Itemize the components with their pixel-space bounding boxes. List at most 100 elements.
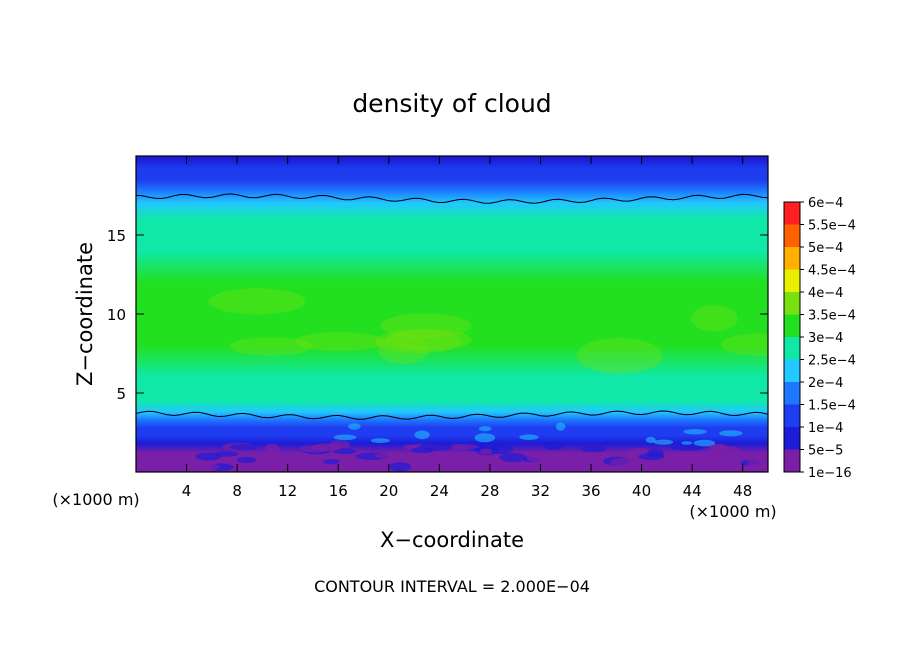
low-density-patch	[229, 444, 257, 451]
x-tick-label: 4	[182, 482, 192, 500]
turbulent-patch	[555, 422, 566, 431]
colorbar-swatch	[784, 359, 800, 382]
colorbar-swatch	[784, 427, 800, 450]
turbulent-patch	[645, 436, 656, 443]
low-density-patch	[233, 462, 265, 470]
turbulent-patch	[474, 433, 496, 443]
x-tick-label: 44	[683, 482, 702, 500]
x-tick-label: 12	[278, 482, 297, 500]
x-axis-ticks: 4 8 12 16 20 24 28 32 36 40 44 48	[182, 156, 752, 500]
low-density-patch	[195, 452, 222, 461]
colorbar-swatch	[784, 202, 800, 225]
low-density-patch	[610, 458, 633, 468]
high-density-patch	[385, 328, 472, 351]
colorbar-label: 6e−4	[808, 196, 843, 211]
contour-line-upper	[136, 193, 768, 204]
low-density-patch	[264, 443, 280, 453]
colorbar-swatch	[784, 404, 800, 427]
low-density-patch	[703, 454, 740, 460]
low-density-patch	[443, 444, 479, 450]
turbulent-patch	[683, 429, 707, 435]
low-density-patch	[486, 444, 514, 455]
x-tick-label: 48	[733, 482, 752, 500]
contour-interval-note: CONTOUR INTERVAL = 2.000E−04	[314, 577, 590, 596]
turbulent-patch	[693, 439, 716, 447]
low-density-patch	[373, 452, 410, 459]
y-unit-note: (×1000 m)	[52, 490, 139, 509]
low-density-patch	[712, 446, 741, 455]
turbulent-patch	[348, 423, 361, 430]
low-density-patch	[526, 453, 560, 463]
x-tick-label: 36	[581, 482, 600, 500]
colorbar-swatch	[784, 337, 800, 360]
colorbar-label: 1e−16	[808, 466, 852, 481]
y-axis-label: Z−coordinate	[73, 242, 97, 386]
density-field	[136, 156, 768, 472]
high-density-patch	[576, 338, 663, 374]
low-density-patch	[638, 452, 665, 461]
low-density-patch	[311, 443, 343, 452]
high-density-patch	[690, 305, 738, 332]
turbulent-patch	[414, 430, 430, 440]
low-density-patch	[478, 460, 500, 467]
contour-line-lower	[136, 410, 768, 420]
x-tick-label: 8	[232, 482, 242, 500]
colorbar-label: 3e−4	[808, 331, 843, 346]
colorbar: 1e−16 5e−5 1e−4 1.5e−4 2e−4 2.5e−4 3e−4 3.5e−4 4…	[783, 196, 856, 481]
colorbar-label: 3.5e−4	[808, 309, 856, 324]
high-density-patch	[721, 333, 768, 356]
colorbar-swatch	[784, 269, 800, 292]
low-density-patch	[252, 451, 273, 458]
colorbar-label: 2.5e−4	[808, 354, 856, 369]
low-density-patch	[580, 446, 606, 453]
chart-title: density of cloud	[352, 89, 551, 118]
low-density-patch	[323, 459, 340, 465]
low-density-patch	[479, 448, 493, 455]
low-density-patch	[544, 441, 564, 451]
low-density-patch	[564, 462, 586, 469]
density-patches	[136, 288, 768, 472]
colorbar-swatch	[784, 292, 800, 315]
turbulent-patch	[519, 434, 539, 441]
plot-area	[136, 156, 768, 472]
low-density-patch	[499, 452, 528, 463]
turbulent-patch	[653, 439, 674, 445]
low-density-patch	[635, 461, 663, 470]
x-tick-label: 16	[329, 482, 348, 500]
colorbar-label: 1.5e−4	[808, 399, 856, 414]
low-density-patch	[267, 451, 289, 460]
high-density-patch	[377, 334, 429, 365]
turbulent-patch	[681, 441, 693, 445]
y-tick-label: 10	[107, 306, 126, 324]
colorbar-label: 5e−5	[808, 444, 843, 459]
low-density-patch	[419, 441, 453, 451]
turbulent-patch	[478, 426, 492, 432]
high-density-patch	[380, 313, 472, 339]
x-tick-label: 20	[379, 482, 398, 500]
x-tick-label: 32	[531, 482, 550, 500]
low-density-patch	[742, 453, 768, 463]
x-unit-note: (×1000 m)	[689, 502, 776, 521]
y-tick-label: 5	[116, 385, 126, 403]
high-density-patch	[295, 332, 385, 352]
low-density-patch	[159, 460, 185, 471]
colorbar-label: 5.5e−4	[808, 219, 856, 234]
high-density-patch	[209, 288, 306, 315]
colorbar-swatch	[784, 314, 800, 337]
colorbar-swatch	[784, 247, 800, 270]
y-axis-ticks: 5 10 15	[107, 227, 768, 403]
colorbar-label: 4e−4	[808, 286, 843, 301]
x-tick-label: 28	[480, 482, 499, 500]
low-density-patch	[670, 444, 706, 451]
low-density-patch	[747, 461, 766, 468]
colorbar-label: 4.5e−4	[808, 264, 856, 279]
colorbar-swatch	[784, 382, 800, 405]
x-axis-label: X−coordinate	[380, 528, 524, 552]
colorbar-label: 2e−4	[808, 376, 843, 391]
y-tick-label: 15	[107, 227, 126, 245]
high-density-patch	[229, 337, 313, 356]
colorbar-swatch	[784, 224, 800, 247]
low-density-patch	[236, 456, 257, 463]
colorbar-swatch	[784, 449, 800, 472]
